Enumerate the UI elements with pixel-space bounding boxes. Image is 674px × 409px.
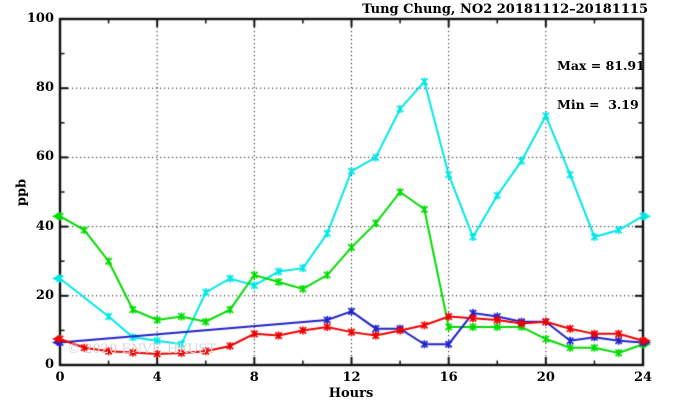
x-tick-label: 20: [536, 370, 555, 385]
y-tick-label: 80: [35, 80, 54, 96]
x-tick-label: 24: [633, 370, 653, 385]
watermark: © 2020 ENVF, HKUST: [67, 342, 216, 357]
x-tick-label: 12: [342, 370, 361, 385]
x-tick-label: 4: [152, 370, 162, 385]
x-tick-label: 16: [439, 370, 458, 385]
min-value-label: Min = 3.19: [557, 97, 639, 112]
y-tick-label: 40: [35, 218, 54, 234]
x-axis-title: Hours: [328, 386, 374, 401]
y-tick-label: 60: [35, 149, 54, 165]
x-tick-label: 0: [55, 370, 65, 385]
y-tick-label: 20: [35, 287, 54, 303]
chart-title: Tung Chung, NO2 20181112–20181115: [362, 2, 648, 17]
y-tick-label: 100: [26, 11, 54, 26]
x-tick-label: 8: [249, 370, 259, 385]
stats-annotation: Max = 81.91 Min = 3.19: [557, 33, 645, 137]
y-tick-label: 0: [44, 357, 54, 372]
max-value-label: Max = 81.91: [557, 58, 645, 73]
y-axis-title: ppb: [14, 178, 30, 207]
